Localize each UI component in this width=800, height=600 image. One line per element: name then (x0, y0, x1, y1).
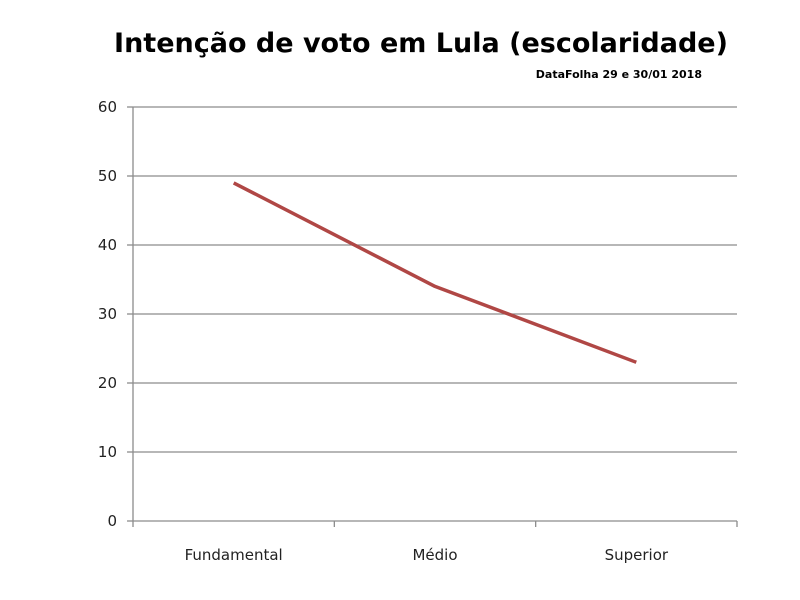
y-tick-label: 40 (98, 236, 117, 254)
x-tick-label: Fundamental (185, 546, 283, 564)
chart-title: Intenção de voto em Lula (escolaridade) (114, 28, 728, 59)
axes (127, 106, 738, 527)
x-tick-label: Médio (412, 546, 457, 564)
y-tick-label: 30 (98, 305, 117, 323)
x-axis-ticks: Fundamental Médio Superior (185, 546, 669, 564)
x-tick-label: Superior (605, 546, 669, 564)
y-tick-label: 0 (107, 512, 117, 530)
y-axis-ticks: 0 10 20 30 40 50 60 (98, 98, 117, 530)
y-tick-label: 50 (98, 167, 117, 185)
y-tick-label: 10 (98, 443, 117, 461)
series-line-0 (232, 181, 637, 364)
gridlines (133, 106, 737, 453)
y-tick-label: 20 (98, 374, 117, 392)
series (232, 181, 637, 364)
y-tick-label: 60 (98, 98, 117, 116)
chart-subtitle: DataFolha 29 e 30/01 2018 (535, 68, 702, 81)
